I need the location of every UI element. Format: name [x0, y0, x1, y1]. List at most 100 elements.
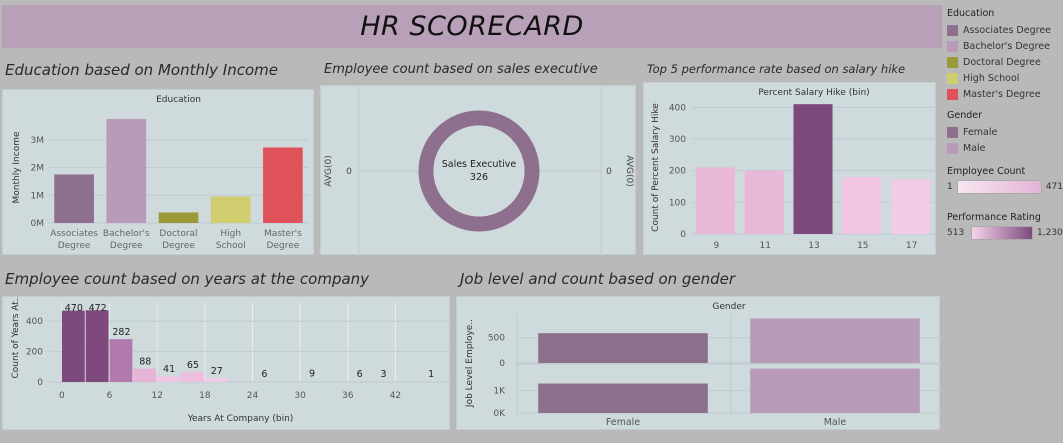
y-tick-label: 0: [499, 359, 505, 369]
bar: [891, 179, 931, 234]
legend-item[interactable]: Associates Degree: [947, 22, 1063, 38]
x-tick-label: Bachelor's: [103, 229, 150, 239]
y-axis-label-right: AVG(0): [624, 155, 634, 186]
legend-label: Bachelor's Degree: [963, 40, 1050, 52]
chart-title: Education: [156, 95, 201, 105]
x-tick-label: 42: [390, 391, 401, 401]
x-tick-label: 0: [59, 391, 65, 401]
bar: [210, 196, 251, 223]
legend-item[interactable]: Male: [947, 140, 1063, 156]
x-tick-label: 15: [857, 241, 868, 251]
legend-label: Associates Degree: [963, 24, 1052, 36]
data-label: 6: [261, 369, 267, 380]
x-tick-label: 6: [107, 391, 113, 401]
bar: [750, 318, 920, 363]
legend-employee-count-title: Employee Count: [947, 166, 1026, 177]
data-label: 27: [211, 366, 223, 377]
y-tick-label: 400: [669, 103, 686, 113]
legend-gender-title: Gender: [947, 110, 983, 121]
data-label: 6: [357, 369, 363, 380]
section-title-education: Education based on Monthly Income: [5, 61, 278, 79]
bar: [695, 167, 735, 234]
y-tick-label: 1K: [493, 387, 506, 397]
legend-item[interactable]: Bachelor's Degree: [947, 38, 1063, 54]
years-chart-panel: Count of Years At.. 0 6 12 18 24 30 36 42 0 200 400…: [2, 296, 451, 430]
bar: [750, 368, 920, 413]
legend-swatch: [947, 40, 958, 52]
legend-item[interactable]: Doctoral Degree: [947, 54, 1063, 70]
y-axis-label: Count of Years At..: [11, 297, 21, 378]
bar: [538, 383, 708, 413]
legend-swatch: [947, 88, 958, 100]
y-tick-label: 0: [680, 230, 686, 240]
x-axis-label: Years At Company (bin): [187, 414, 294, 424]
page-title: HR SCORECARD: [360, 11, 584, 42]
sales-executive-donut-chart: AVG(0) AVG(0) 0 0 Sales Executive 326: [324, 86, 634, 256]
performance-gradient-bar: [971, 226, 1033, 240]
bar: [842, 177, 882, 234]
y-tick-label: 0M: [31, 219, 45, 229]
legend-item[interactable]: Female: [947, 124, 1063, 140]
employee-count-max: 471: [1045, 182, 1063, 192]
y-tick-label: 1M: [31, 191, 45, 201]
x-tick-label: 11: [759, 241, 770, 251]
y-tick-label: 200: [669, 167, 686, 177]
y-tick-label: 400: [26, 317, 43, 327]
legend-label: Female: [963, 126, 998, 138]
x-tick-label: Degree: [162, 241, 195, 251]
x-tick-label: 24: [247, 391, 259, 401]
data-label: 3: [380, 369, 386, 380]
bar: [538, 333, 708, 363]
data-label: 1: [428, 369, 434, 380]
x-tick-label: Associates: [50, 229, 98, 239]
legend-swatch: [947, 142, 958, 154]
legend-item[interactable]: Master's Degree: [947, 86, 1063, 102]
bar: [109, 339, 133, 382]
legend-swatch: [947, 56, 958, 68]
x-tick-label: 36: [342, 391, 354, 401]
y-axis-label-left: AVG(0): [324, 155, 334, 186]
x-tick-label: Degree: [267, 241, 300, 251]
y-tick-label: 100: [669, 198, 686, 208]
y-axis-label: Count of Percent Salary Hike: [651, 103, 661, 232]
x-tick-label: Master's: [264, 229, 302, 239]
y-tick-label: 300: [669, 135, 686, 145]
salary-hike-chart: Percent Salary Hike (bin) Count of Percen…: [651, 88, 936, 251]
education-chart-panel: Education Monthly Income 0M 1M 2M 3M Associate…: [2, 89, 314, 255]
bar: [133, 368, 157, 382]
legend-swatch: [947, 126, 958, 138]
legend-panel: Education Associates Degree Bachelor's De…: [947, 8, 1063, 240]
donut-center-label: Sales Executive: [442, 159, 517, 170]
chart-title: Gender: [712, 302, 745, 312]
bar: [793, 104, 833, 235]
employee-count-gradient: 1 471: [947, 180, 1063, 194]
y-axis-label: Job Level Employe..: [465, 319, 475, 408]
bar: [106, 118, 147, 223]
bar: [181, 372, 204, 382]
x-tick-label: School: [216, 241, 246, 251]
y-tick-label: 200: [26, 348, 43, 358]
gender-job-level-chart: Gender Job Level Employe.. 0 500 0K 1K Female M…: [465, 302, 941, 428]
section-title-salary: Top 5 performance rate based on salary h…: [647, 62, 906, 76]
legend-education-list: Associates Degree Bachelor's Degree Doctor…: [947, 22, 1063, 102]
data-label: 282: [112, 327, 130, 338]
salary-chart-panel: Percent Salary Hike (bin) Count of Percen…: [643, 82, 936, 255]
bar: [54, 174, 94, 223]
legend-label: Master's Degree: [963, 88, 1041, 100]
bar: [263, 147, 303, 223]
legend-label: Doctoral Degree: [963, 56, 1041, 68]
bar: [158, 212, 199, 223]
data-label: 41: [163, 364, 175, 375]
x-tick-label: 9: [714, 241, 720, 251]
x-tick-label: 30: [294, 391, 306, 401]
y-tick-label: 500: [488, 334, 505, 344]
donut-hole: [433, 125, 525, 217]
data-label: 470: [65, 303, 83, 314]
employee-count-gradient-bar: [956, 180, 1042, 194]
y-tick-label: 0: [37, 378, 43, 388]
x-tick-label: Degree: [110, 241, 143, 251]
y-tick-label: 3M: [31, 136, 45, 146]
x-tick-label: Degree: [58, 241, 91, 251]
legend-performance-title: Performance Rating: [947, 212, 1041, 223]
legend-item[interactable]: High School: [947, 70, 1063, 86]
